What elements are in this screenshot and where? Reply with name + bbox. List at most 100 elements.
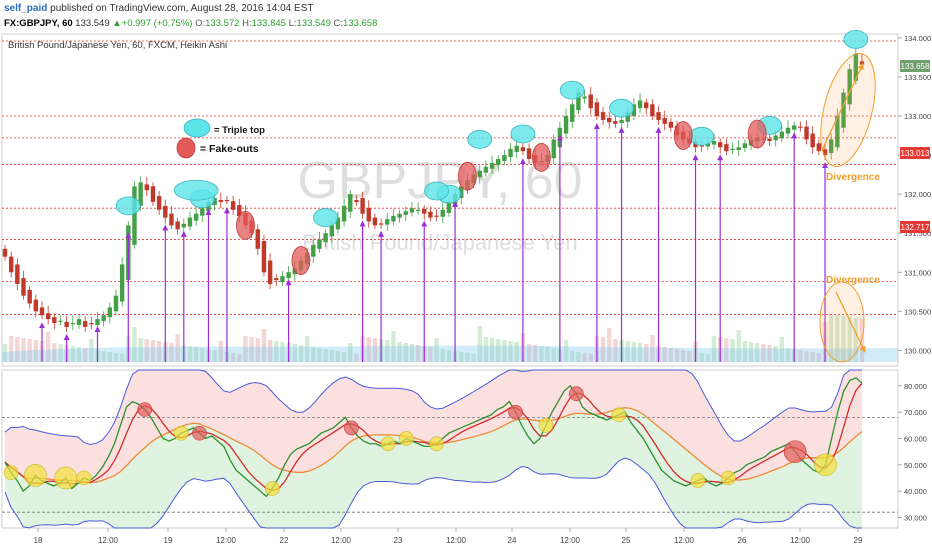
bullish-cross-marker [398, 431, 414, 446]
bullish-cross-marker [380, 436, 396, 452]
volume-bar [200, 348, 205, 362]
candle-body [779, 131, 785, 139]
volume-bar [477, 326, 482, 362]
candle-body [409, 208, 415, 213]
volume-bar [348, 343, 353, 362]
time-tick-label: 18 [34, 536, 43, 545]
candle-body [570, 104, 575, 122]
candle-body [613, 121, 618, 124]
volume-bar [138, 338, 143, 362]
rsi-pane[interactable]: 80.000 70.000 60.000 50.000 40.000 30.000 [1, 369, 927, 529]
volume-bar [434, 338, 439, 362]
legend-triple-top-marker [183, 118, 211, 138]
rsi-axis[interactable]: 80.000 70.000 60.000 50.000 40.000 30.000 [898, 382, 927, 523]
volume-bar [292, 344, 297, 362]
price-tick-label: 130.000 [904, 346, 931, 355]
triple-top-marker [115, 196, 141, 216]
candle-body [89, 323, 94, 325]
volume-bar [533, 345, 538, 362]
time-axis[interactable]: 18 12:00 19 12:00 22 12:00 23 12:00 24 12:00 25 12:… [34, 528, 863, 545]
volume-bar [58, 344, 63, 362]
candle-body [329, 225, 334, 237]
time-tick-label: 12:00 [790, 536, 811, 545]
rsi-tick-label: 80.000 [904, 382, 927, 391]
volume-bar [570, 351, 575, 362]
bullish-cross-marker [690, 473, 706, 488]
bullish-cross-marker [265, 481, 280, 496]
candle-body [804, 126, 809, 140]
candle-body [705, 143, 711, 147]
candle-body [699, 145, 704, 147]
volume-bar [261, 329, 267, 362]
candle-body [841, 92, 846, 128]
candle-body [631, 104, 637, 117]
volume-bar [662, 347, 667, 362]
candle-body [230, 201, 236, 210]
fakeout-marker [531, 143, 551, 172]
volume-bar [446, 350, 452, 362]
volume-bar [193, 347, 199, 362]
candle-body [717, 142, 723, 148]
candle-body [551, 139, 556, 159]
candle-body [853, 53, 859, 81]
candle-body [767, 138, 772, 142]
symbol-label: FX:GBPJPY, 60 [4, 18, 73, 29]
price-tick-label: 132.000 [904, 190, 931, 199]
volume-bar [588, 354, 593, 362]
price-badge-level: 132.717 [900, 221, 930, 233]
upper-band-fill [5, 370, 862, 483]
volume-bar [415, 345, 421, 362]
candle-body [181, 223, 186, 228]
candle-body [736, 147, 741, 151]
volume-bar [798, 350, 803, 362]
time-tick-label: 12:00 [446, 536, 467, 545]
change-arrow: ▲ [112, 18, 122, 29]
volume-bar [249, 337, 254, 362]
candle-body [520, 147, 526, 152]
volume-bar [45, 332, 51, 362]
volume-bar [70, 346, 76, 362]
price-pane[interactable]: GBPJPY, 60 British Pound/Japanese Yen Br… [1, 30, 931, 367]
triple-top-marker [467, 130, 493, 149]
candle-body [397, 213, 402, 218]
candle-body [847, 69, 852, 105]
volume-bar [613, 339, 618, 362]
candle-body [45, 313, 51, 320]
candle-body [354, 200, 359, 202]
candle-body [311, 244, 316, 257]
change-value: +0.997 (+0.75%) [121, 18, 193, 29]
candle-body [144, 184, 150, 191]
volume-bar [736, 330, 741, 362]
volume-bar [274, 341, 279, 362]
candle-body [835, 116, 840, 148]
author-link[interactable]: self_paid [4, 3, 48, 14]
candle-body [175, 221, 180, 230]
volume-bar [366, 337, 371, 362]
volume-bar [502, 340, 507, 362]
volume-bar [107, 352, 113, 362]
volume-bar [644, 344, 649, 362]
price-tick-label: 131.000 [904, 268, 931, 277]
volume-bar [853, 318, 859, 362]
volume-bar [465, 353, 470, 362]
candle-body [378, 223, 384, 225]
candle-body [33, 299, 39, 312]
volume-bar [779, 337, 785, 362]
candle-body [391, 216, 396, 222]
rsi-tick-label: 50.000 [904, 461, 927, 470]
candle-body [113, 295, 119, 312]
volume-bar [705, 354, 711, 362]
candle-body [514, 145, 519, 152]
volume-bar [539, 346, 544, 362]
volume-bar [514, 342, 519, 362]
price-axis[interactable]: 134.000133.500133.000132.500132.000131.5… [898, 34, 931, 355]
candle-body [274, 278, 279, 281]
volume-bar [761, 344, 766, 362]
candle-body [76, 319, 82, 325]
volume-bar [341, 352, 347, 362]
volume-bar [156, 341, 162, 362]
time-tick-label: 12:00 [331, 536, 352, 545]
time-tick-label: 29 [854, 536, 863, 545]
candle-body [816, 143, 822, 152]
